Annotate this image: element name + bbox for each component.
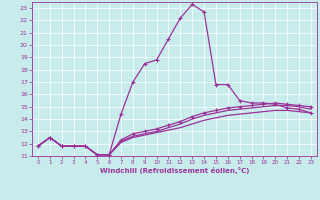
X-axis label: Windchill (Refroidissement éolien,°C): Windchill (Refroidissement éolien,°C) bbox=[100, 167, 249, 174]
